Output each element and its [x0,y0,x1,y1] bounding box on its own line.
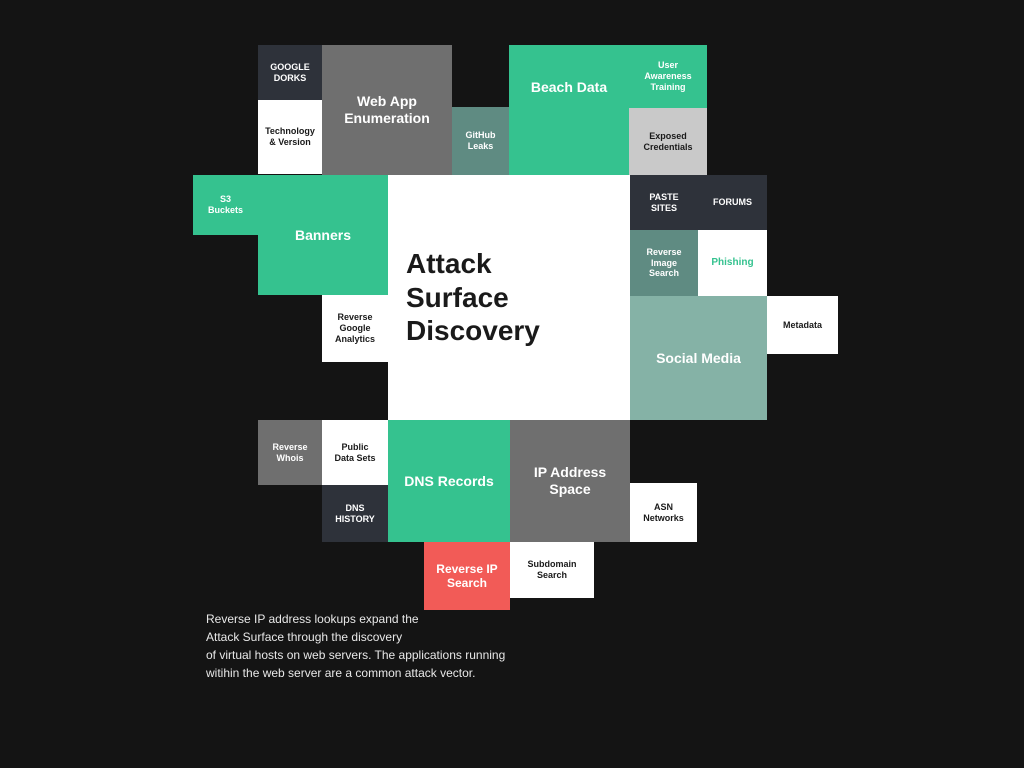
block-label: Metadata [783,320,822,331]
block-banners: Banners [258,175,388,295]
block-label: IP AddressSpace [534,464,606,498]
block-label: ReverseGoogleAnalytics [335,312,375,344]
block-dns-history: DNSHISTORY [322,485,388,542]
block-label: ExposedCredentials [643,131,692,153]
block-label: FORUMS [713,197,752,208]
block-reverse-ip: Reverse IPSearch [424,542,510,610]
block-dns-records: DNS Records [388,420,510,542]
block-label: Social Media [656,350,741,367]
block-paste-sites: PASTESITES [630,175,698,230]
block-label: PublicData Sets [334,442,375,464]
block-label: UserAwarenessTraining [644,60,691,92]
block-social-media: Social Media [630,296,767,420]
block-asn-networks: ASNNetworks [630,483,697,542]
block-label: Reverse IPSearch [436,562,497,591]
block-reverse-whois: ReverseWhois [258,420,322,485]
block-reverse-ga: ReverseGoogleAnalytics [322,295,388,362]
block-label: ReverseWhois [272,442,307,464]
block-google-dorks: GOOGLEDORKS [258,45,322,100]
block-user-awareness: UserAwarenessTraining [629,45,707,108]
block-s3-buckets: S3Buckets [193,175,258,235]
block-label: Phishing [711,257,753,269]
block-beach-data: Beach Data [509,45,629,175]
block-web-app-enum: Web AppEnumeration [322,45,452,175]
block-ip-address-space: IP AddressSpace [510,420,630,542]
block-subdomain: SubdomainSearch [510,542,594,598]
block-label: DNSHISTORY [335,503,375,525]
block-metadata: Metadata [767,296,838,354]
block-label: GOOGLEDORKS [270,62,310,84]
block-label: Banners [295,227,351,244]
block-github-leaks: GitHubLeaks [452,107,509,175]
block-label: ASNNetworks [643,502,684,524]
block-label: PASTESITES [649,192,678,214]
block-label: GitHubLeaks [466,130,496,152]
block-label: AttackSurfaceDiscovery [406,247,540,348]
block-label: DNS Records [404,473,493,490]
block-public-data: PublicData Sets [322,420,388,485]
block-label: Technology& Version [265,126,315,148]
block-label: Beach Data [531,79,607,96]
block-exposed-creds: ExposedCredentials [629,108,707,175]
block-label: S3Buckets [208,194,243,216]
block-forums: FORUMS [698,175,767,230]
block-reverse-image: ReverseImageSearch [630,230,698,296]
block-label: ReverseImageSearch [646,247,681,279]
block-label: Web AppEnumeration [344,93,430,127]
diagram-caption: Reverse IP address lookups expand theAtt… [206,610,566,682]
block-phishing: Phishing [698,230,767,296]
block-label: SubdomainSearch [528,559,577,581]
block-center: AttackSurfaceDiscovery [388,175,630,420]
block-technology-version: Technology& Version [258,100,322,174]
